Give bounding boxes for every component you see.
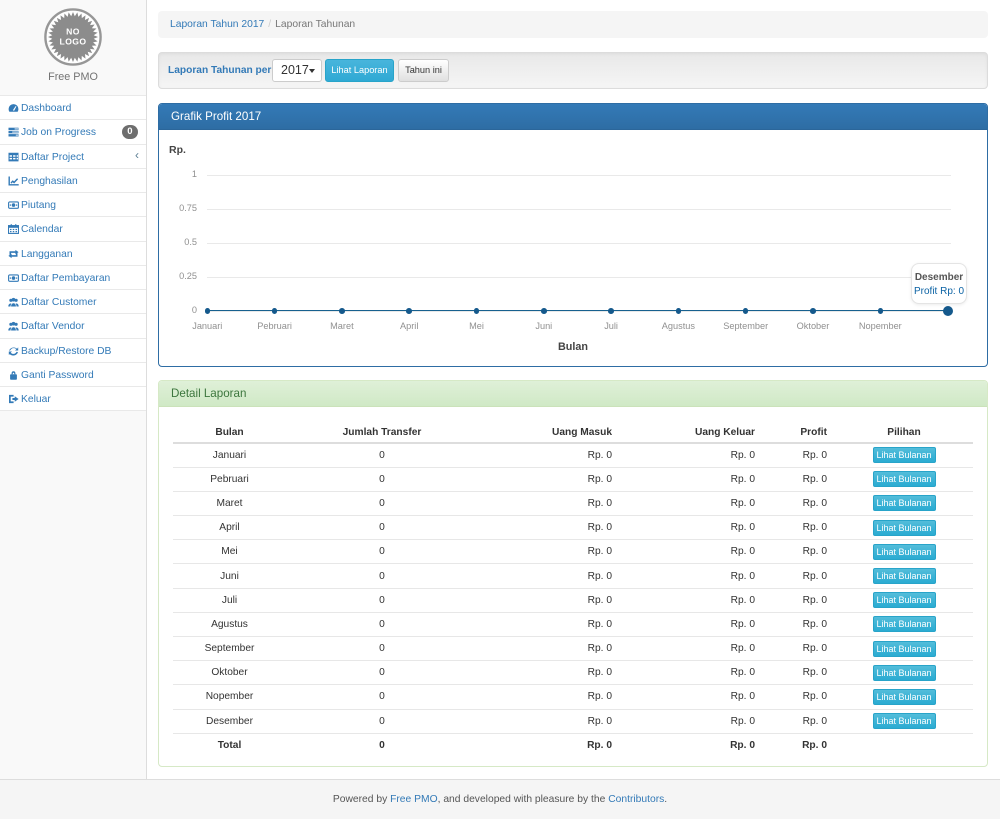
svg-text:LOGO: LOGO: [60, 37, 87, 47]
svg-text:NO: NO: [66, 27, 80, 37]
